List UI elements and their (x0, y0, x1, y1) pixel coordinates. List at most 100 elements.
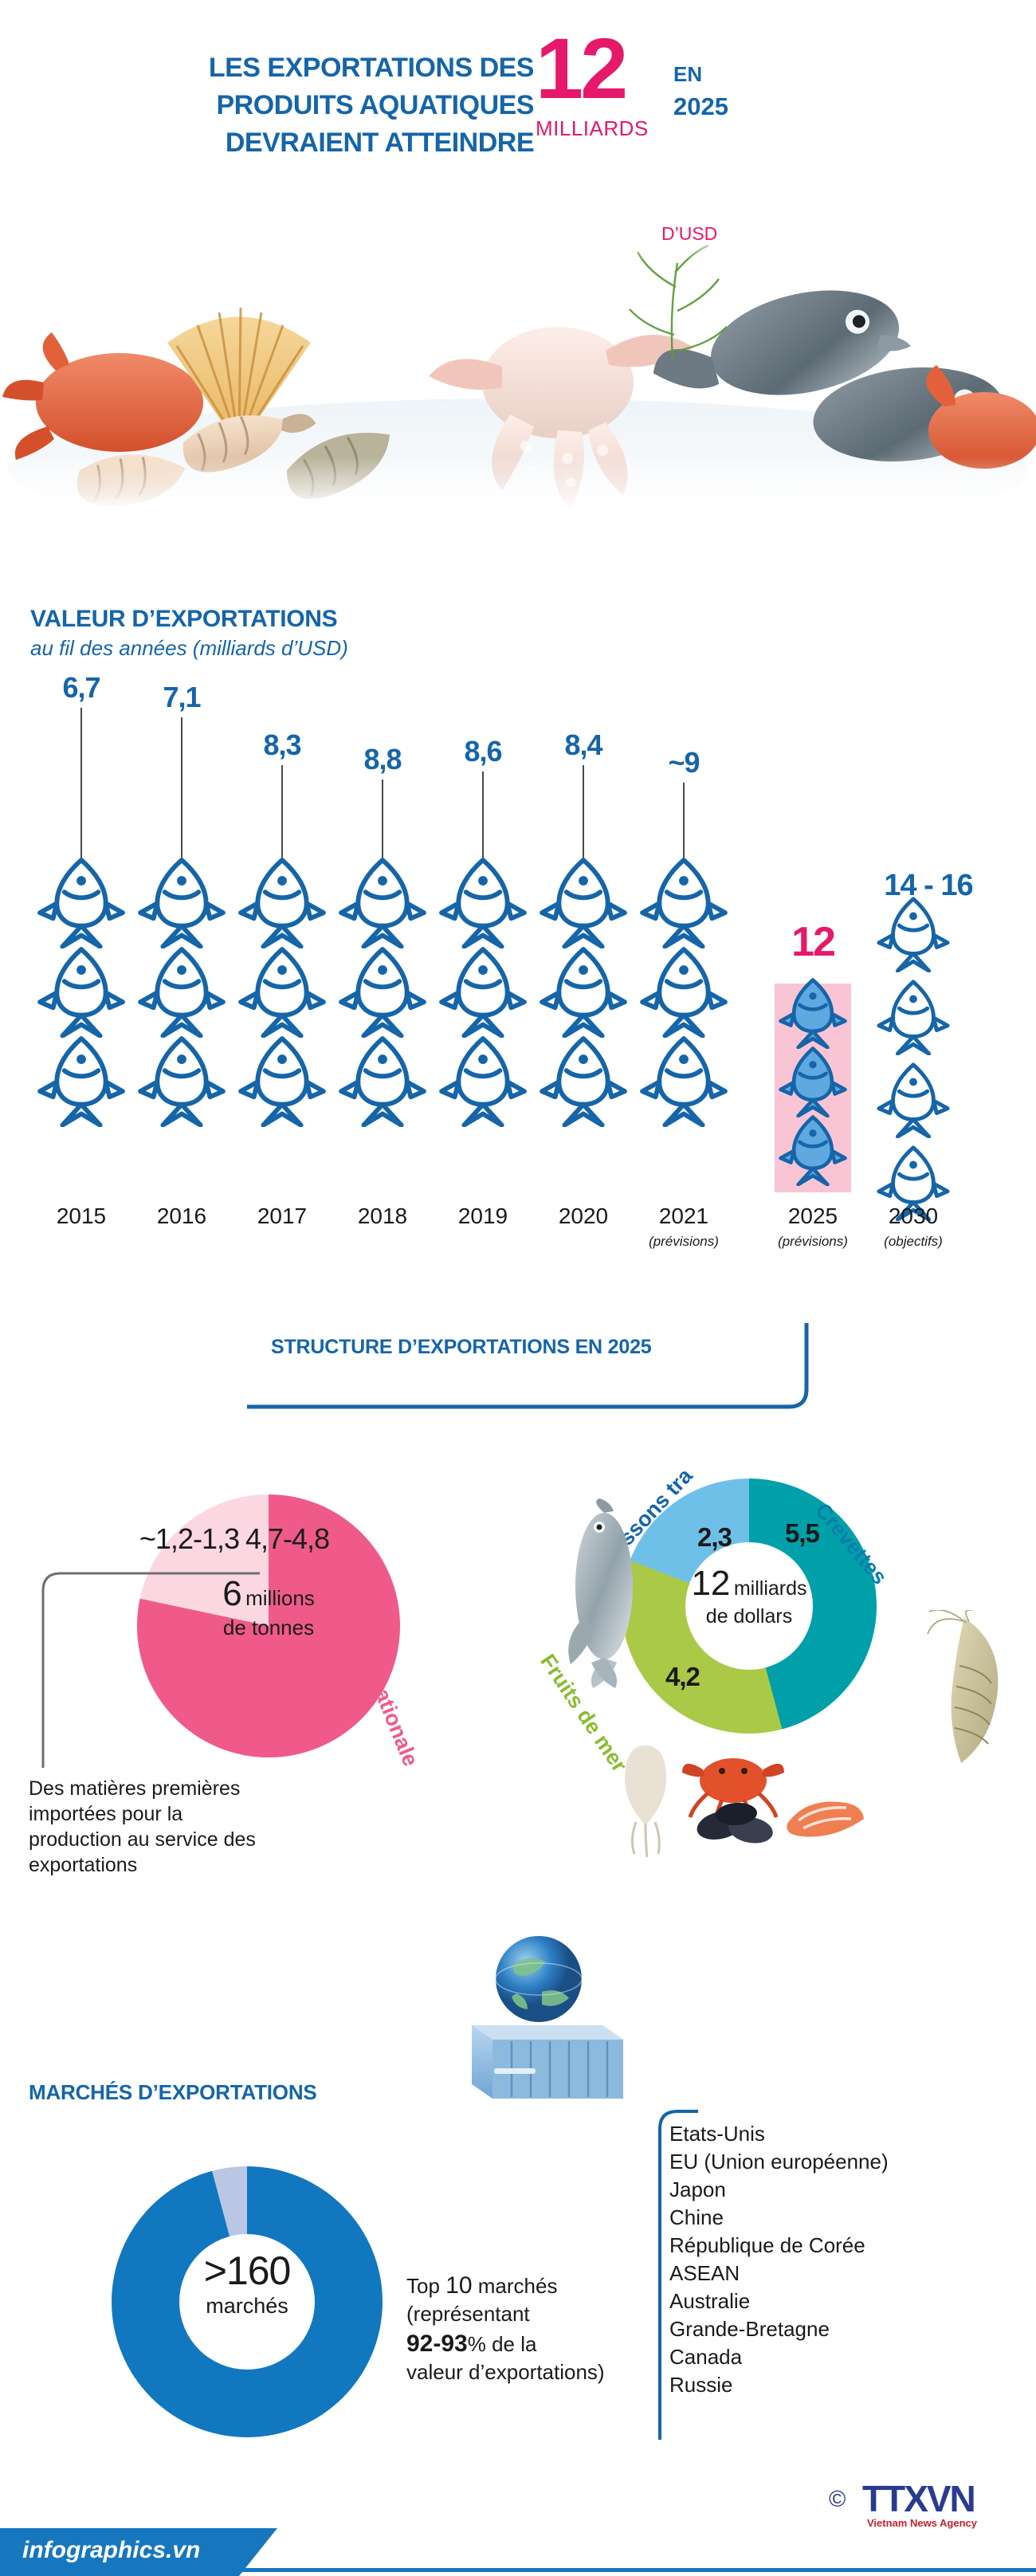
chart-column-2030 (862, 897, 964, 1221)
fish-stack-2021 (633, 854, 735, 1127)
top10-suffix: marchés (472, 2274, 558, 2298)
title-line-3: DEVRAIENT ATTEINDRE (225, 127, 535, 158)
markets-center-unit: marchés (206, 2294, 288, 2318)
axis-year-2017: 2017 (257, 1204, 308, 1228)
fish-icon (862, 1060, 964, 1138)
imported-materials-note: Des matières premières importées pour la… (29, 1777, 256, 1876)
markets-donut-chart (112, 2166, 383, 2437)
pink-center-line2: de tonnes (222, 1616, 315, 1639)
seafood-hero-image (0, 231, 1036, 510)
fish-icon (432, 854, 534, 948)
top10-line4: valeur d’exportations) (406, 2359, 605, 2384)
fish-stack-2019 (432, 854, 534, 1127)
value-label-2030: 14 - 16 (884, 869, 973, 902)
axis-year-2020: 2020 (558, 1204, 609, 1228)
footer-site-label: infographics.vn (22, 2537, 201, 2563)
seafood-assortment-photo (606, 1738, 869, 1861)
leader-line-2018 (382, 779, 383, 859)
top10-percent: 92-93 (406, 2330, 468, 2357)
axis-year-2019: 2019 (457, 1204, 508, 1228)
fish-icon (762, 976, 864, 1049)
chart-column-2019: 8,6 (432, 735, 534, 1127)
chart-column-2015: 6,7 (30, 671, 132, 1127)
headline-year: 2025 (673, 92, 728, 120)
axis-year-2016: 2016 (156, 1204, 207, 1228)
copyright-symbol: © (829, 2487, 846, 2512)
fish-stack-2016 (131, 854, 233, 1127)
fish-icon (432, 944, 534, 1038)
fish-stack-2015 (30, 854, 132, 1127)
pink-slice-label-domestic: 4,7-4,8 (245, 1522, 330, 1555)
axis-year-2015: 2015 (56, 1204, 107, 1228)
fish-icon (332, 854, 434, 948)
top10-line3: % de la (467, 2331, 537, 2356)
top10-markets-note: Top 10 marchés (représentant 92-93% de l… (406, 2270, 622, 2386)
value-crevettes: 5,5 (785, 1518, 820, 1548)
fish-stack-2020 (532, 854, 634, 1127)
value-label-2019: 8,6 (464, 735, 502, 768)
pink-slice-label-imported: ~1,2-1,3 (139, 1522, 240, 1555)
value-label-2018: 8,8 (363, 743, 402, 776)
fish-icon (532, 1033, 634, 1127)
leader-line-2017 (281, 765, 283, 859)
globe-container-icon (446, 1933, 646, 2112)
fish-icon (131, 854, 233, 948)
top10-prefix: Top (406, 2274, 446, 2298)
chart-column-2018: 8,8 (332, 743, 434, 1127)
headline-number: 12 (536, 20, 628, 116)
blue-donut-center: 12 milliards de dollars (622, 1564, 877, 1628)
fish-icon (862, 894, 964, 972)
market-list-item: Canada (669, 2344, 743, 2369)
blue-center-number: 12 (691, 1564, 731, 1603)
leader-line-2021 (683, 783, 685, 859)
fish-icon (762, 1113, 864, 1186)
chart-column-2025 (762, 978, 864, 1186)
markets-donut-center: >160 marchés (112, 2248, 383, 2319)
axis-subnote-2025: (prévisions) (778, 1234, 848, 1249)
fish-icon (432, 1033, 534, 1127)
leader-line-2020 (583, 765, 584, 859)
connector-line (239, 1323, 845, 1415)
footer-rule (239, 2568, 1036, 2572)
headline-currency: D’USD (661, 223, 718, 244)
axis-subnote-2021: (prévisions) (649, 1234, 719, 1249)
market-list-item: Russie (669, 2372, 733, 2397)
axis-year-2018: 2018 (357, 1204, 408, 1228)
fish-icon (633, 854, 735, 948)
title-line-1: LES EXPORTATIONS DES (208, 53, 535, 83)
leader-line-2019 (482, 772, 484, 859)
headline-unit: MILLIARDS (536, 116, 649, 140)
title-line-2: PRODUITS AQUATIQUES (216, 89, 534, 120)
chart-column-2017: 8,3 (231, 728, 333, 1127)
market-list-item: ASEAN (669, 2260, 740, 2285)
chart-column-2016: 7,1 (131, 681, 233, 1127)
fish-icon (30, 944, 132, 1038)
fish-icon (231, 944, 333, 1038)
headline-en-label: EN (673, 62, 703, 86)
pink-donut-chart (137, 1494, 400, 1757)
value-label-2016: 7,1 (163, 681, 201, 713)
fish-icon (131, 944, 233, 1038)
market-list-item: Etats-Unis (669, 2122, 765, 2146)
value-label-2020: 8,4 (564, 728, 602, 761)
blue-center-unit: milliards (733, 1577, 807, 1600)
fish-stack-2018 (332, 854, 434, 1127)
fish-icon (30, 854, 132, 948)
value-label-2017: 8,3 (263, 728, 301, 761)
page-title: LES EXPORTATIONS DES PRODUITS AQUATIQUES… (120, 49, 535, 162)
markets-donut-hole (179, 2234, 315, 2370)
fish-icon (532, 854, 634, 948)
value-fruits-de-mer: 4,2 (665, 1662, 700, 1691)
market-list-item: EU (Union européenne) (669, 2149, 889, 2174)
fish-icon (762, 1044, 864, 1117)
shrimp-photo (924, 1608, 1028, 1773)
axis-year-2030: 2030 (888, 1204, 939, 1228)
pink-center-number: 6 (222, 1574, 242, 1613)
market-list-item: Australie (669, 2288, 751, 2313)
pink-center-unit: millions (245, 1586, 315, 1610)
fish-stack-2025 (762, 976, 864, 1186)
fish-icon (131, 1033, 233, 1127)
fish-icon (332, 944, 434, 1038)
chart-column-2020: 8,4 (532, 728, 634, 1127)
fish-icon (231, 1033, 333, 1127)
